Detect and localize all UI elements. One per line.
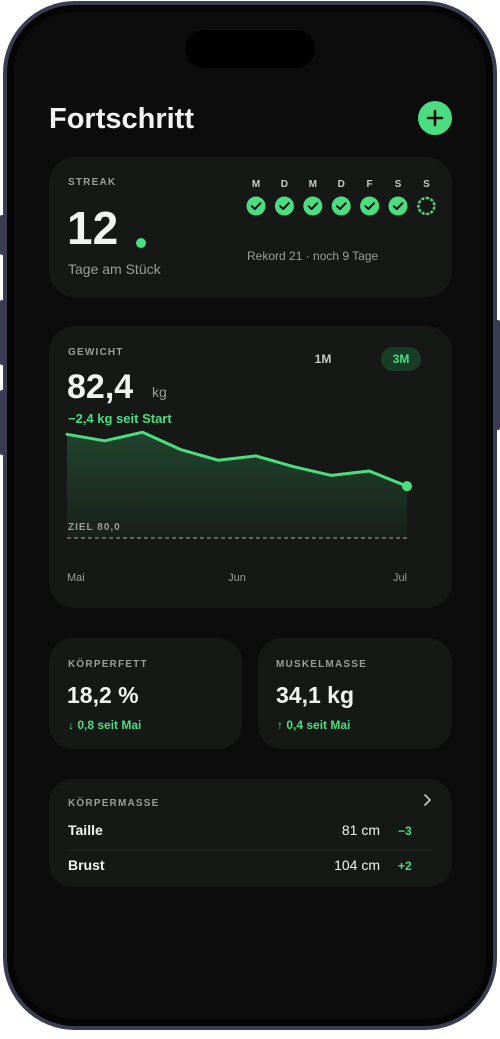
weight-value: 82,4 <box>67 368 133 406</box>
check-icon <box>364 202 375 210</box>
goal-label: ZIEL 80,0 <box>68 522 121 533</box>
muscle-card <box>258 638 452 749</box>
side-button <box>0 390 4 455</box>
streak-dot <box>136 238 146 248</box>
day-label: M <box>309 179 317 190</box>
last-point <box>402 481 412 492</box>
measurement-rows: Taille 81 cm −3 Brust 104 cm +2 <box>68 822 412 873</box>
plus-icon[interactable] <box>426 109 444 127</box>
area <box>67 432 407 538</box>
day-progress <box>417 196 436 216</box>
muscle-value: 34,1 kg <box>276 682 354 708</box>
body-fat-change: ↓ 0,8 seit Mai <box>68 718 141 732</box>
range-pill-active[interactable] <box>381 347 421 371</box>
card-label: GEWICHT <box>68 347 124 358</box>
day-label: S <box>395 179 402 190</box>
dynamic-island <box>185 30 315 68</box>
day-done <box>360 196 380 216</box>
streak-record: Rekord 21 · noch 9 Tage <box>247 249 379 263</box>
row-value: 104 cm <box>334 857 380 873</box>
x-tick-label: Jul <box>393 572 407 584</box>
card-label: KÖRPERMASSE <box>68 796 160 809</box>
check-icon <box>307 202 319 210</box>
streak-caption: Tage am Stück <box>68 261 162 277</box>
check-icon <box>336 202 347 210</box>
range-option[interactable]: 3M <box>393 352 410 366</box>
day-done <box>274 196 294 216</box>
side-button <box>0 215 4 255</box>
card-label: KÖRPERFETT <box>68 657 148 670</box>
body-fat-value: 18,2 % <box>67 682 139 708</box>
day-done <box>303 196 323 216</box>
day-label: D <box>338 179 345 190</box>
day-label: S <box>423 179 430 190</box>
line <box>65 430 409 488</box>
measurements-card[interactable] <box>49 779 452 887</box>
check-icon <box>250 202 262 210</box>
weight-chart: ZIEL 80,0 Mai Jun Jul <box>65 430 412 584</box>
x-tick-label: Mai <box>67 572 85 584</box>
range-option[interactable]: 1M <box>315 352 332 366</box>
card-label: MUSKELMASSE <box>276 659 367 670</box>
side-button <box>0 300 4 365</box>
weight-change: −2,4 kg seit Start <box>68 411 172 426</box>
side-button <box>496 320 500 430</box>
day-done <box>246 196 266 216</box>
streak-card <box>49 157 452 297</box>
day-label: D <box>281 179 288 190</box>
row-change: +2 <box>398 859 412 873</box>
day-done <box>388 196 408 216</box>
range-selector: 1M 3M <box>315 347 421 371</box>
add-button[interactable] <box>418 101 452 135</box>
streak-count: 12 <box>67 202 118 254</box>
x-tick-label: Jun <box>228 572 246 584</box>
weight-unit: kg <box>152 384 167 400</box>
body-fat-card <box>49 638 242 749</box>
chevron-icon[interactable] <box>424 794 431 806</box>
day-label: M <box>252 179 260 190</box>
card-label: STREAK <box>68 177 116 188</box>
check-icon <box>279 202 290 210</box>
row-value: 81 cm <box>342 822 380 838</box>
row-name: Brust <box>68 857 105 873</box>
day-done <box>331 196 351 216</box>
page-title: Fortschritt <box>49 103 194 135</box>
day-label: F <box>367 179 373 190</box>
check-icon <box>392 202 404 210</box>
row-name: Taille <box>68 822 103 838</box>
row-change: −3 <box>398 824 412 838</box>
muscle-change: ↑ 0,4 seit Mai <box>277 718 350 732</box>
